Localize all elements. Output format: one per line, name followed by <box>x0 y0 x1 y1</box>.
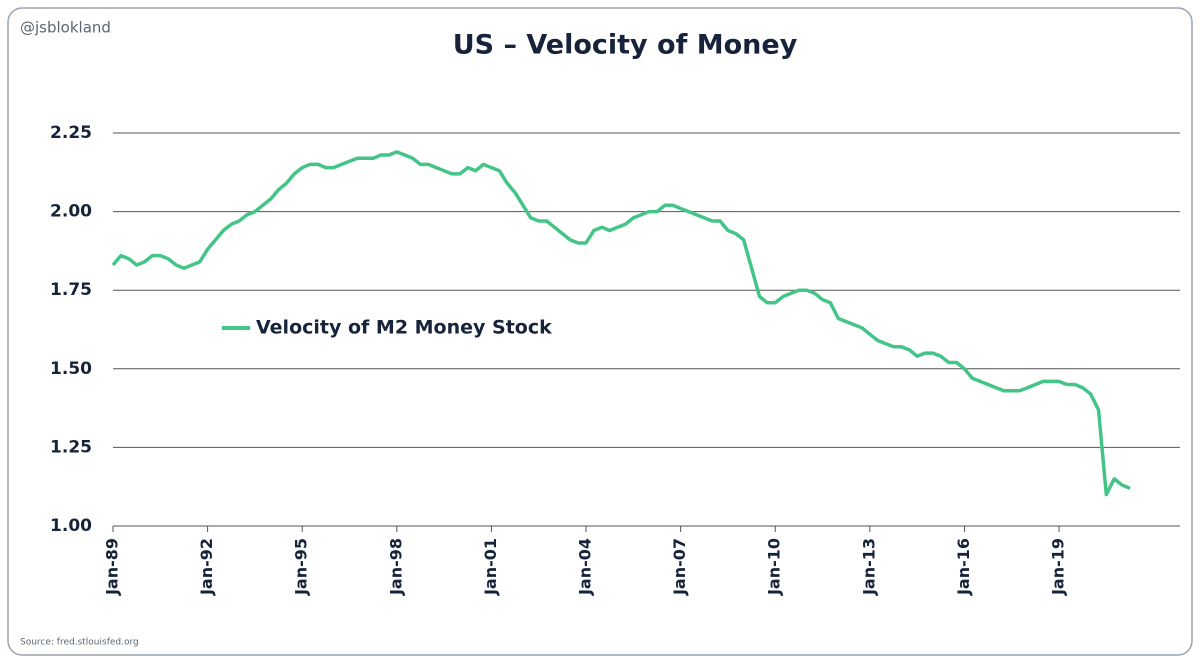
x-tick-label: Jan-89 <box>103 538 122 596</box>
x-tick-label: Jan-13 <box>859 538 878 596</box>
x-tick-label: Jan-98 <box>386 538 405 596</box>
line <box>111 150 1131 497</box>
x-tick-label: Jan-07 <box>670 538 689 596</box>
source: Source: fred.stlouisfed.org <box>20 638 139 648</box>
x-tick-label: Jan-16 <box>954 538 973 596</box>
handle: @jsblokland <box>20 19 111 37</box>
x-tick-label: Jan-10 <box>765 538 784 596</box>
x-tick-label: Jan-04 <box>576 538 595 596</box>
legend-label: Velocity of M2 Money Stock <box>256 317 552 339</box>
y-tick-label: 1.75 <box>50 280 92 300</box>
y-tick-label: 1.00 <box>50 516 92 536</box>
x-tick-label: Jan-01 <box>481 538 500 596</box>
x-tick-label: Jan-95 <box>292 538 311 596</box>
x-tick-label: Jan-19 <box>1049 538 1068 596</box>
y-tick-label: 2.25 <box>50 123 92 143</box>
y-tick-label: 2.00 <box>50 202 92 222</box>
card <box>7 7 1193 656</box>
y-tick-label: 1.25 <box>50 437 92 457</box>
x-tick-label: Jan-92 <box>197 538 216 596</box>
chart-title: US – Velocity of Money <box>453 30 798 61</box>
y-tick-label: 1.50 <box>50 359 92 379</box>
